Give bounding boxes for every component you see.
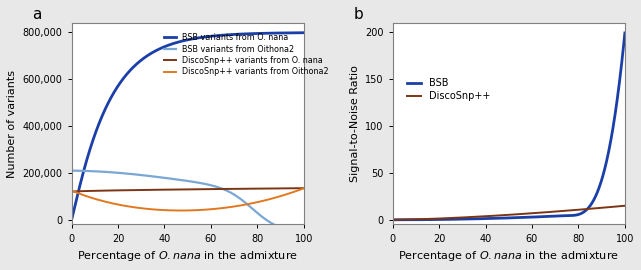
- BSB variants from Oithona2: [253, 211, 261, 214]
- BSB: [413, 218, 420, 221]
- Line: DiscoSnp++: DiscoSnp++: [393, 206, 625, 220]
- BSB variants from O. nana: [68, 218, 76, 221]
- DiscoSnp++ variants from O. nana: [68, 190, 76, 193]
- BSB variants from Oithona2: [68, 169, 76, 172]
- DiscoSnp++ variants from O. nana: [227, 187, 235, 191]
- Line: DiscoSnp++ variants from O. nana: DiscoSnp++ variants from O. nana: [72, 188, 304, 192]
- DiscoSnp++ variants from Oithona2: [253, 201, 261, 204]
- DiscoSnp++ variants from Oithona2: [228, 205, 235, 208]
- X-axis label: Percentage of $\it{O. nana}$ in the admixture: Percentage of $\it{O. nana}$ in the admi…: [398, 249, 619, 263]
- BSB: [491, 217, 499, 220]
- BSB: [574, 213, 582, 216]
- BSB variants from Oithona2: [249, 207, 256, 211]
- Legend: BSB variants from O. nana, BSB variants from Oithona2, DiscoSnp++ variants from : BSB variants from O. nana, BSB variants …: [164, 33, 329, 76]
- DiscoSnp++ variants from O. nana: [300, 187, 308, 190]
- BSB variants from Oithona2: [170, 177, 178, 181]
- BSB variants from O. nana: [162, 45, 169, 48]
- Text: b: b: [353, 7, 363, 22]
- DiscoSnp++ variants from O. nana: [92, 189, 99, 193]
- Line: BSB variants from Oithona2: BSB variants from Oithona2: [72, 171, 304, 233]
- DiscoSnp++ variants from O. nana: [249, 187, 256, 190]
- DiscoSnp++: [621, 204, 629, 207]
- DiscoSnp++: [574, 208, 582, 211]
- DiscoSnp++ variants from Oithona2: [170, 209, 178, 212]
- BSB variants from Oithona2: [92, 170, 99, 173]
- Line: BSB variants from O. nana: BSB variants from O. nana: [72, 33, 304, 220]
- DiscoSnp++ variants from Oithona2: [92, 197, 99, 201]
- DiscoSnp++ variants from O. nana: [170, 188, 178, 191]
- Line: DiscoSnp++ variants from Oithona2: DiscoSnp++ variants from Oithona2: [72, 188, 304, 211]
- DiscoSnp++: [483, 215, 490, 218]
- Y-axis label: Number of variants: Number of variants: [7, 70, 17, 178]
- BSB variants from O. nana: [170, 42, 178, 45]
- Y-axis label: Signal-to-Noise Ratio: Signal-to-Noise Ratio: [349, 65, 360, 182]
- DiscoSnp++ variants from Oithona2: [68, 189, 76, 192]
- Legend: BSB, DiscoSnp++: BSB, DiscoSnp++: [407, 78, 490, 101]
- BSB: [389, 218, 397, 221]
- DiscoSnp++: [413, 218, 420, 221]
- DiscoSnp++: [389, 218, 397, 221]
- BSB variants from O. nana: [249, 32, 256, 35]
- BSB: [570, 214, 578, 217]
- DiscoSnp++ variants from O. nana: [253, 187, 261, 190]
- X-axis label: Percentage of $\it{O. nana}$ in the admixture: Percentage of $\it{O. nana}$ in the admi…: [77, 249, 298, 263]
- DiscoSnp++ variants from O. nana: [162, 188, 169, 191]
- DiscoSnp++ variants from Oithona2: [249, 201, 256, 205]
- DiscoSnp++ variants from Oithona2: [300, 187, 308, 190]
- BSB variants from Oithona2: [300, 231, 308, 234]
- BSB variants from O. nana: [300, 31, 308, 34]
- BSB: [621, 31, 629, 35]
- Text: a: a: [32, 7, 42, 22]
- BSB variants from O. nana: [253, 32, 261, 35]
- DiscoSnp++: [491, 214, 499, 217]
- DiscoSnp++: [548, 210, 556, 213]
- BSB variants from O. nana: [227, 33, 235, 36]
- BSB variants from Oithona2: [162, 176, 169, 180]
- Line: BSB: BSB: [393, 33, 625, 220]
- BSB: [483, 217, 490, 220]
- DiscoSnp++ variants from Oithona2: [177, 209, 185, 212]
- DiscoSnp++ variants from Oithona2: [162, 208, 169, 212]
- BSB variants from Oithona2: [227, 191, 235, 194]
- BSB variants from O. nana: [92, 132, 99, 135]
- DiscoSnp++: [570, 208, 578, 212]
- BSB: [548, 215, 556, 218]
